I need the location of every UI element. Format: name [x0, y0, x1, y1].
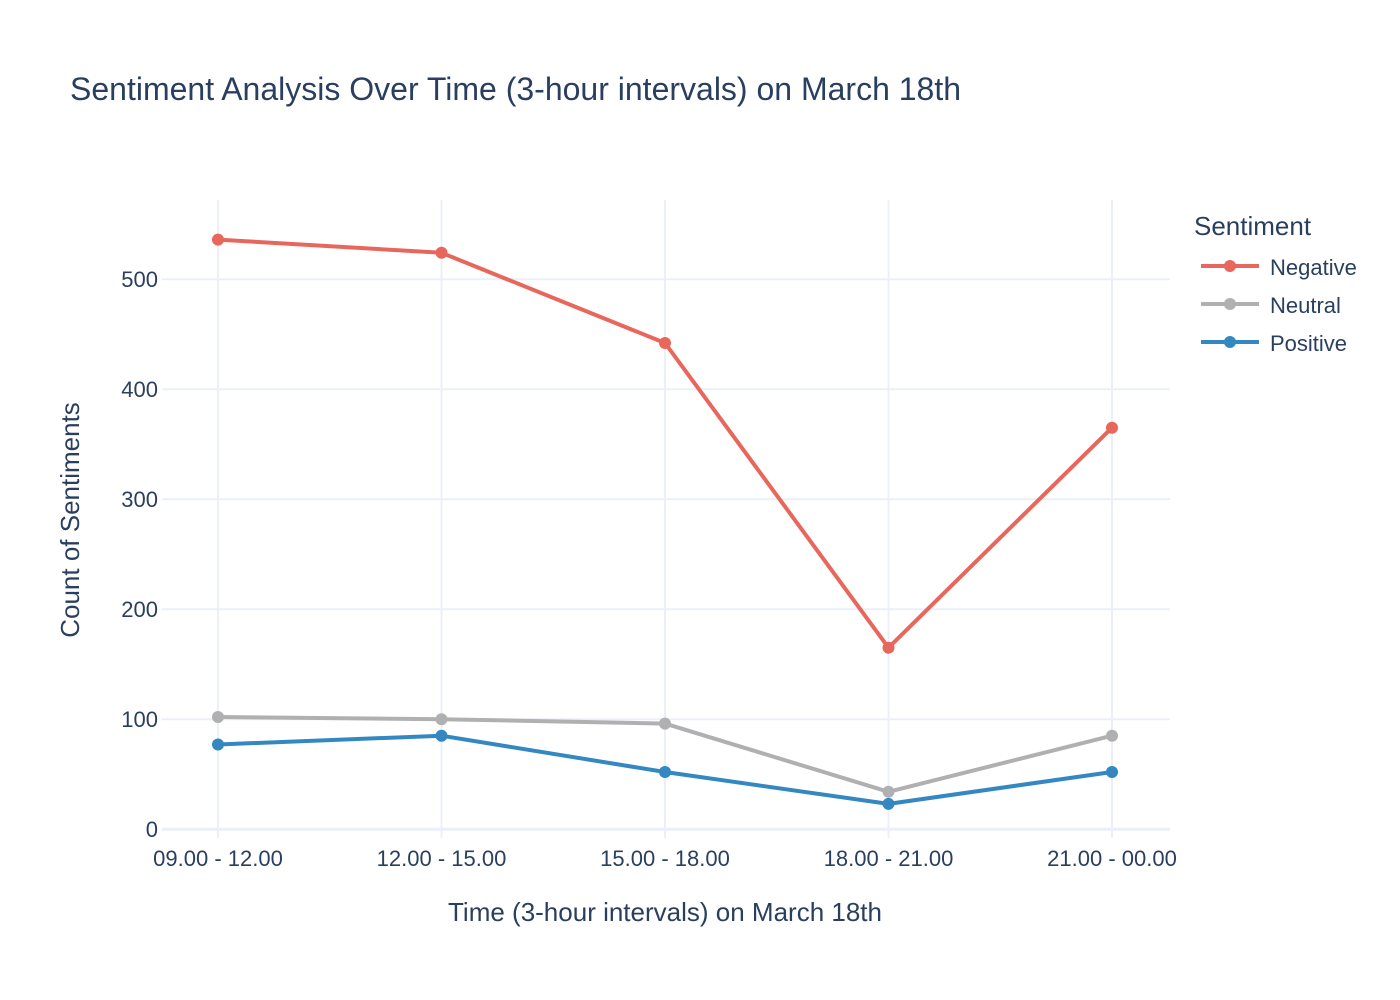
legend-title: Sentiment	[1194, 211, 1312, 241]
y-tick-label: 400	[121, 377, 158, 402]
data-point[interactable]	[659, 337, 671, 349]
data-point[interactable]	[882, 785, 895, 798]
legend-marker	[1224, 336, 1236, 348]
series-negative	[212, 233, 1118, 654]
data-point[interactable]	[882, 797, 895, 810]
y-tick-label: 500	[121, 267, 158, 292]
x-axis-title: Time (3-hour intervals) on March 18th	[448, 897, 882, 927]
series-lines	[212, 233, 1118, 810]
x-tick-label: 15.00 - 18.00	[600, 846, 730, 871]
legend-label: Neutral	[1270, 293, 1341, 318]
data-point[interactable]	[435, 713, 448, 726]
data-point[interactable]	[212, 711, 224, 723]
x-tick-label: 21.00 - 00.00	[1047, 846, 1177, 871]
series-positive	[212, 729, 1118, 810]
y-tick-label: 300	[121, 487, 158, 512]
legend[interactable]: Sentiment Negative Neutral Positive	[1194, 211, 1357, 356]
x-axis-ticks: 09.00 - 12.00 12.00 - 15.00 15.00 - 18.00 1…	[153, 846, 1177, 871]
legend-marker	[1224, 298, 1236, 310]
legend-item-neutral[interactable]: Neutral	[1201, 293, 1341, 318]
data-point[interactable]	[1106, 729, 1118, 742]
legend-marker	[1224, 260, 1236, 272]
data-point[interactable]	[435, 729, 448, 742]
legend-label: Negative	[1270, 255, 1357, 280]
legend-item-negative[interactable]: Negative	[1201, 255, 1357, 280]
data-point[interactable]	[659, 766, 671, 778]
data-point[interactable]	[212, 233, 224, 246]
y-axis-title: Count of Sentiments	[55, 402, 85, 638]
data-point[interactable]	[882, 641, 895, 654]
data-point[interactable]	[1106, 766, 1118, 778]
y-tick-label: 200	[121, 597, 158, 622]
data-point[interactable]	[212, 738, 224, 751]
legend-label: Positive	[1270, 331, 1347, 356]
data-point[interactable]	[659, 717, 671, 730]
data-point[interactable]	[1106, 421, 1118, 434]
x-tick-label: 12.00 - 15.00	[377, 846, 507, 871]
y-tick-label: 0	[146, 817, 158, 842]
legend-item-positive[interactable]: Positive	[1201, 331, 1347, 356]
x-tick-label: 09.00 - 12.00	[153, 846, 283, 871]
chart-title: Sentiment Analysis Over Time (3-hour int…	[70, 71, 961, 107]
x-tick-label: 18.00 - 21.00	[824, 846, 954, 871]
y-tick-label: 100	[121, 707, 158, 732]
data-point[interactable]	[435, 246, 448, 259]
y-axis-ticks: 0 100 200 300 400 500	[121, 267, 158, 842]
series-neutral	[212, 711, 1118, 798]
